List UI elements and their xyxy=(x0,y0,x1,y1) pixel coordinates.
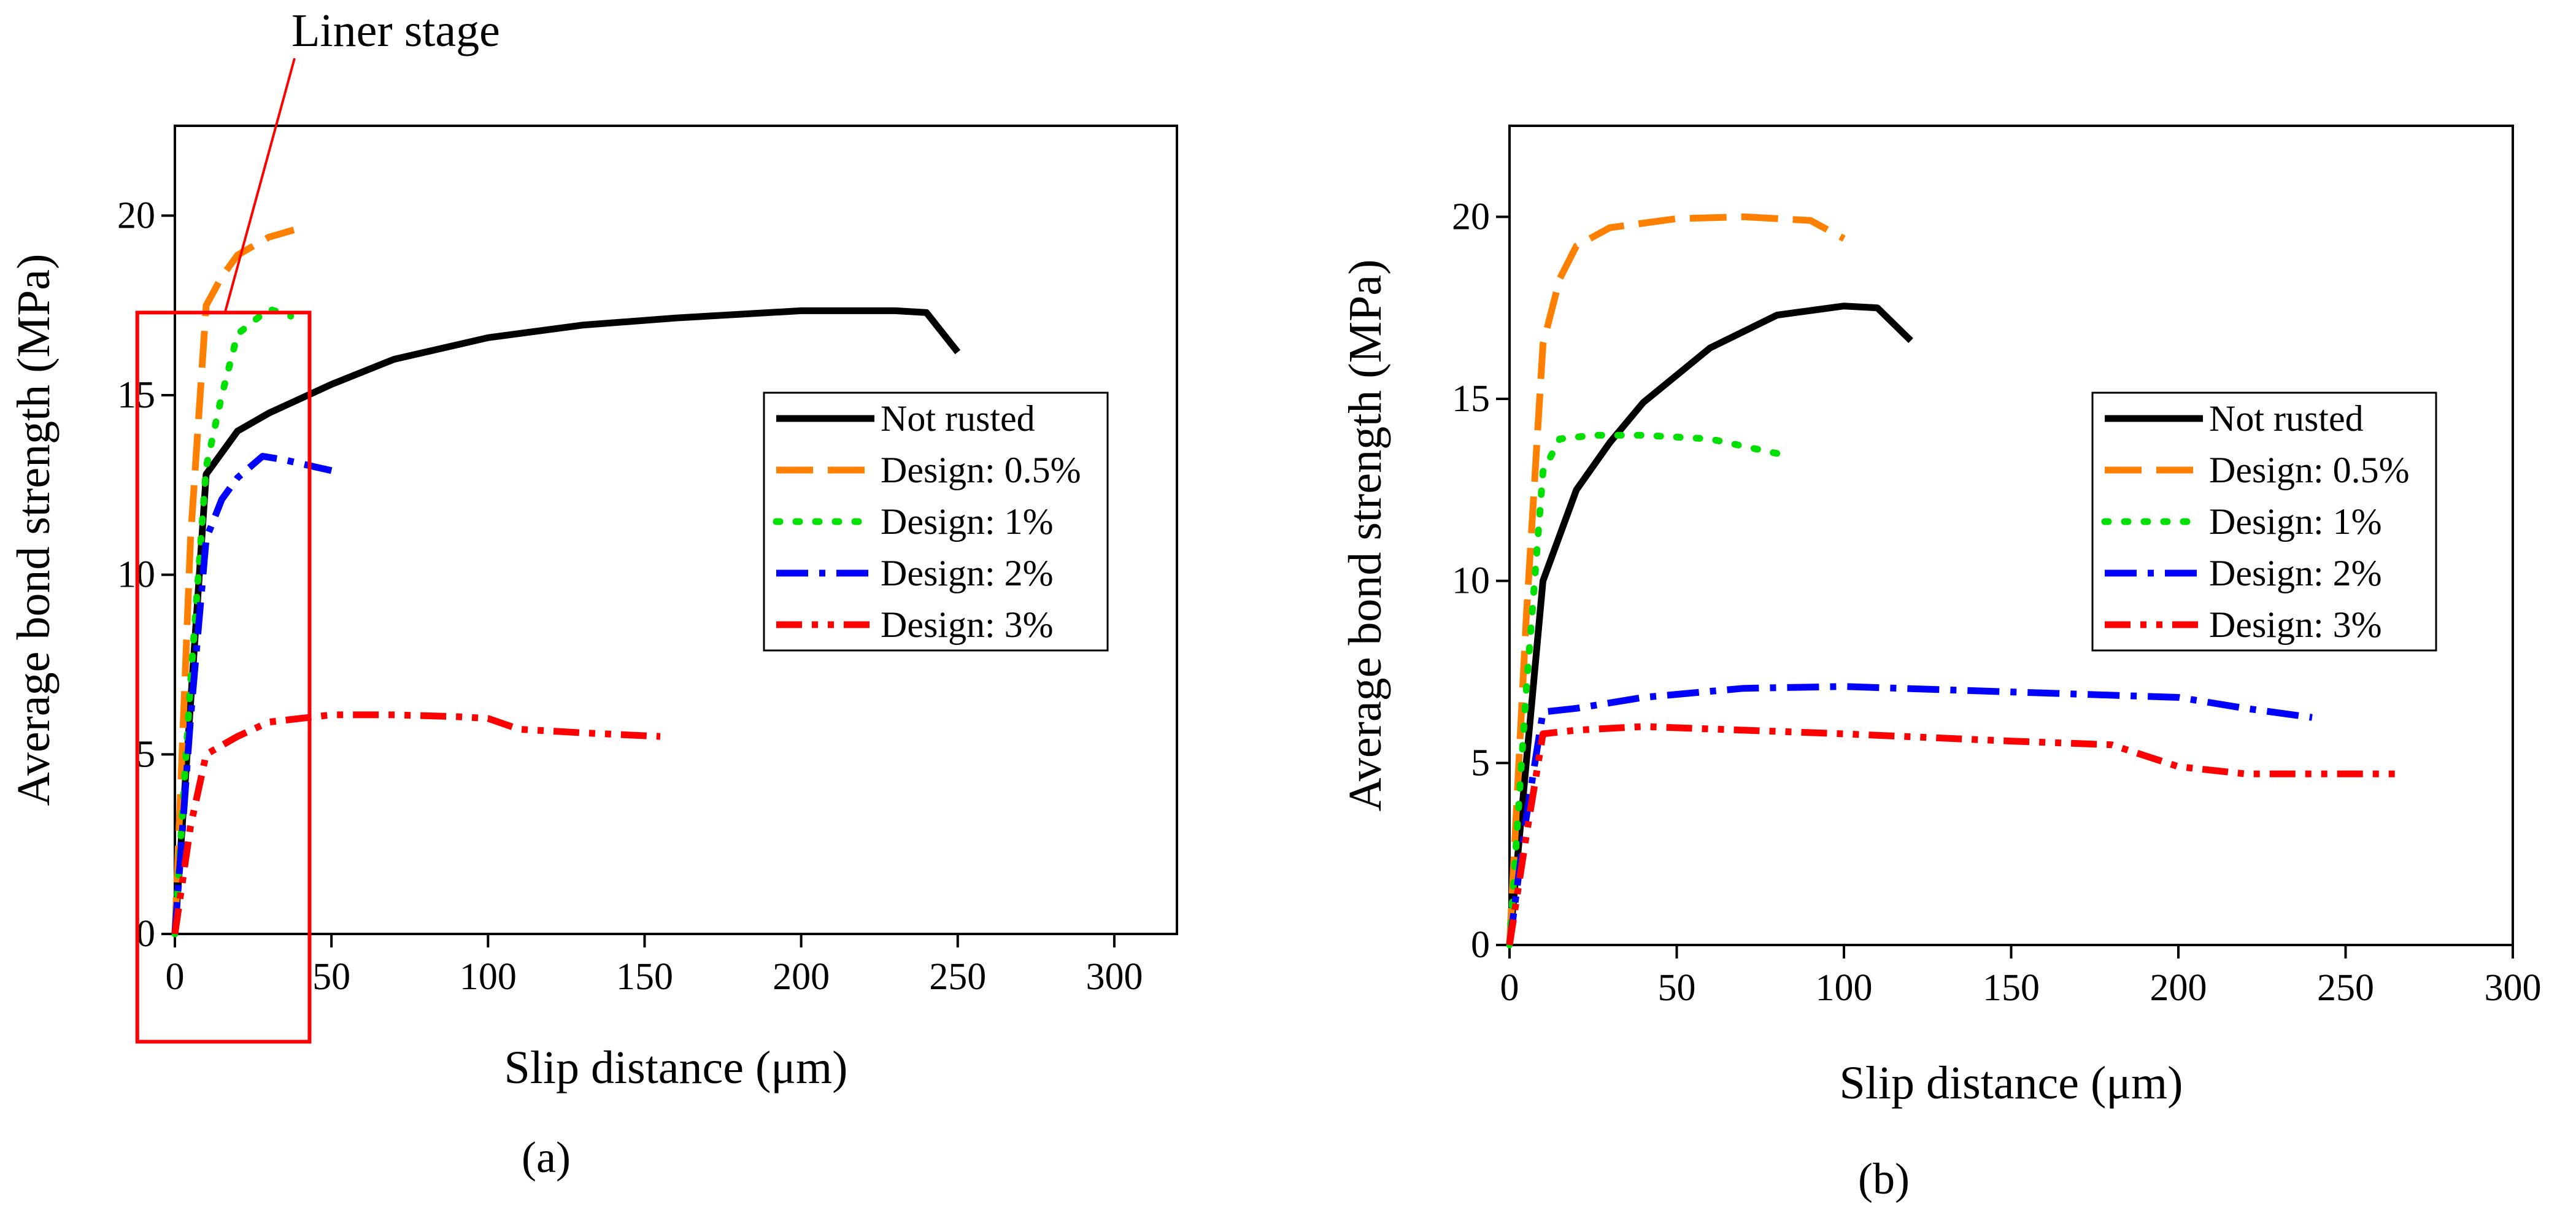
legend: Not rusted Design: 0.5% Design: 1% Design: … xyxy=(763,392,1109,652)
legend-label: Design: 2% xyxy=(2209,553,2382,593)
legend-label: Design: 1% xyxy=(2209,501,2382,542)
series-line-design-0-5- xyxy=(1506,213,1846,946)
x-axis-title: Slip distance (μm) xyxy=(1840,1057,2183,1109)
series-line-design-1- xyxy=(171,306,295,938)
legend-label: Design: 3% xyxy=(881,604,1054,645)
x-tick-label: 300 xyxy=(2485,967,2542,1009)
legend-label: Design: 1% xyxy=(881,501,1054,542)
x-tick-label: 100 xyxy=(460,956,517,998)
y-tick-label: 0 xyxy=(136,913,155,955)
legend-label: Design: 3% xyxy=(2209,604,2382,645)
legend-label: Design: 0.5% xyxy=(881,450,1081,490)
liner-stage-pointer xyxy=(223,58,296,313)
x-tick-label: 200 xyxy=(773,956,830,998)
liner-stage-highlight-box xyxy=(135,310,312,1044)
series-line-design-3- xyxy=(171,711,661,935)
x-axis-title: Slip distance (μm) xyxy=(504,1042,848,1094)
y-axis-title: Average bond strength (MPa) xyxy=(8,254,60,806)
series-line-design-0-5- xyxy=(171,226,295,935)
liner-stage-label: Liner stage xyxy=(291,5,500,56)
x-tick-label: 0 xyxy=(166,956,185,998)
x-tick-label: 150 xyxy=(616,956,673,998)
series-line-design-2- xyxy=(171,453,333,935)
legend-label: Not rusted xyxy=(2209,398,2364,439)
legend-label: Design: 0.5% xyxy=(2209,450,2410,490)
x-tick-label: 150 xyxy=(1983,967,2040,1009)
series-line-design-3- xyxy=(1506,723,2396,946)
panel-label: (a) xyxy=(522,1133,571,1182)
y-tick-label: 5 xyxy=(1471,742,1490,784)
x-tick-label: 250 xyxy=(929,956,986,998)
x-tick-label: 200 xyxy=(2150,967,2207,1009)
legend: Not rusted Design: 0.5% Design: 1% Design: … xyxy=(2091,392,2437,652)
y-tick-label: 15 xyxy=(1452,378,1490,420)
y-axis-title: Average bond strength (MPa) xyxy=(1340,260,1391,812)
series-line-not-rusted xyxy=(171,307,961,935)
y-tick-label: 20 xyxy=(117,195,155,236)
x-tick-label: 100 xyxy=(1816,967,1873,1009)
series-line-design-2- xyxy=(1506,683,2313,946)
series-line-not-rusted xyxy=(1506,303,1913,946)
x-tick-label: 300 xyxy=(1086,956,1143,998)
legend-label: Design: 2% xyxy=(881,553,1054,593)
y-tick-label: 20 xyxy=(1452,196,1490,237)
legend-label: Not rusted xyxy=(881,398,1035,439)
series-line-design-1- xyxy=(1506,431,1781,949)
x-tick-label: 50 xyxy=(1658,967,1696,1009)
chart-panel-1: 0 50 100 150 200 250 300 0 5 10 15 20 Slip distance … xyxy=(1340,125,2542,1203)
y-tick-label: 10 xyxy=(1452,560,1490,602)
plot-frame xyxy=(174,125,1178,935)
x-tick-label: 0 xyxy=(1500,967,1519,1009)
y-tick-label: 5 xyxy=(136,733,155,775)
panel-label: (b) xyxy=(1858,1154,1910,1203)
x-tick-label: 250 xyxy=(2317,967,2374,1009)
x-tick-label: 50 xyxy=(312,956,350,998)
y-tick-label: 0 xyxy=(1471,924,1490,966)
